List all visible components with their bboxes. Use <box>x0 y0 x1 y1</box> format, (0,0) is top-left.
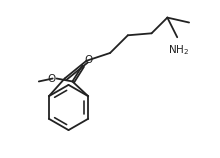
Text: NH$_2$: NH$_2$ <box>168 43 189 57</box>
Text: O: O <box>47 74 56 85</box>
Text: O: O <box>84 55 92 65</box>
